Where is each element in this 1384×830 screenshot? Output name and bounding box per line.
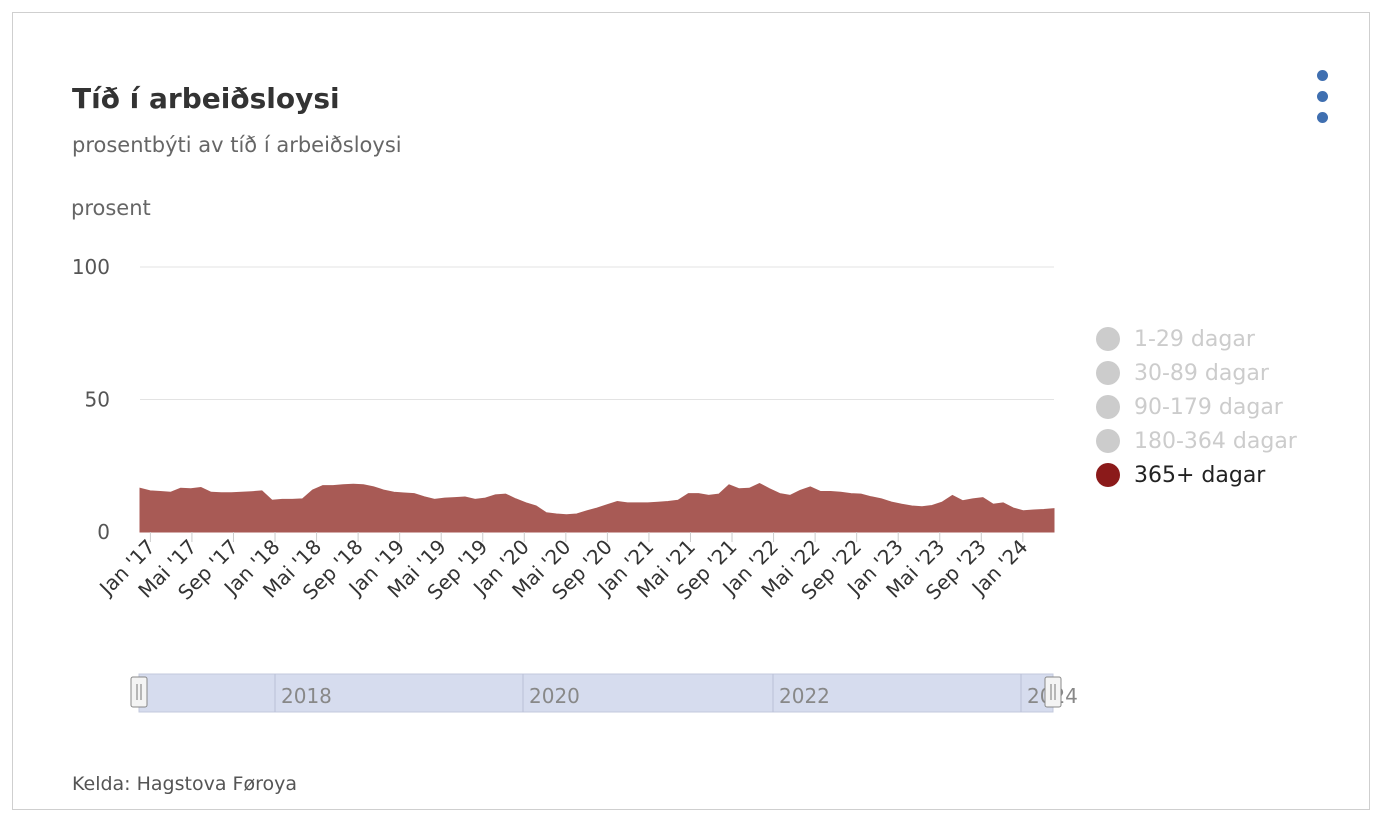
legend-label: 365+ dagar bbox=[1134, 462, 1266, 488]
y-axis-unit-label: prosent bbox=[71, 196, 151, 220]
legend-label: 180-364 dagar bbox=[1134, 428, 1297, 454]
legend-label: 30-89 dagar bbox=[1134, 360, 1269, 386]
navigator-handle[interactable] bbox=[1044, 676, 1062, 708]
navigator-year-label: 2022 bbox=[779, 684, 830, 708]
legend-marker bbox=[1096, 395, 1120, 419]
navigator-range[interactable] bbox=[138, 673, 1054, 713]
menu-dot bbox=[1317, 112, 1328, 123]
menu-dot bbox=[1317, 70, 1328, 81]
legend-marker bbox=[1096, 327, 1120, 351]
legend-label: 90-179 dagar bbox=[1134, 394, 1283, 420]
legend-label: 1-29 dagar bbox=[1134, 326, 1255, 352]
more-vertical-icon[interactable] bbox=[1310, 66, 1336, 130]
legend-item[interactable]: 1-29 dagar bbox=[1096, 322, 1297, 356]
chart-title: Tíð í arbeiðsloysi bbox=[72, 82, 340, 115]
legend-item[interactable]: 90-179 dagar bbox=[1096, 390, 1297, 424]
navigator-year-label: 2020 bbox=[529, 684, 580, 708]
chart-subtitle: prosentbýti av tíð í arbeiðsloysi bbox=[72, 133, 402, 157]
legend-item[interactable]: 365+ dagar bbox=[1096, 458, 1297, 492]
legend-item[interactable]: 180-364 dagar bbox=[1096, 424, 1297, 458]
legend-marker bbox=[1096, 429, 1120, 453]
legend-marker bbox=[1096, 361, 1120, 385]
menu-dot bbox=[1317, 91, 1328, 102]
legend-marker bbox=[1096, 463, 1120, 487]
navigator-handle[interactable] bbox=[130, 676, 148, 708]
area-series-365-plus[interactable] bbox=[139, 482, 1055, 533]
y-tick-label: 0 bbox=[97, 520, 110, 544]
source-credit: Kelda: Hagstova Føroya bbox=[72, 773, 297, 795]
y-tick-label: 100 bbox=[72, 255, 110, 279]
legend: 1-29 dagar 30-89 dagar 90-179 dagar 180-… bbox=[1096, 322, 1297, 492]
legend-item[interactable]: 30-89 dagar bbox=[1096, 356, 1297, 390]
navigator-year-label: 2018 bbox=[281, 684, 332, 708]
y-tick-label: 50 bbox=[85, 388, 110, 412]
